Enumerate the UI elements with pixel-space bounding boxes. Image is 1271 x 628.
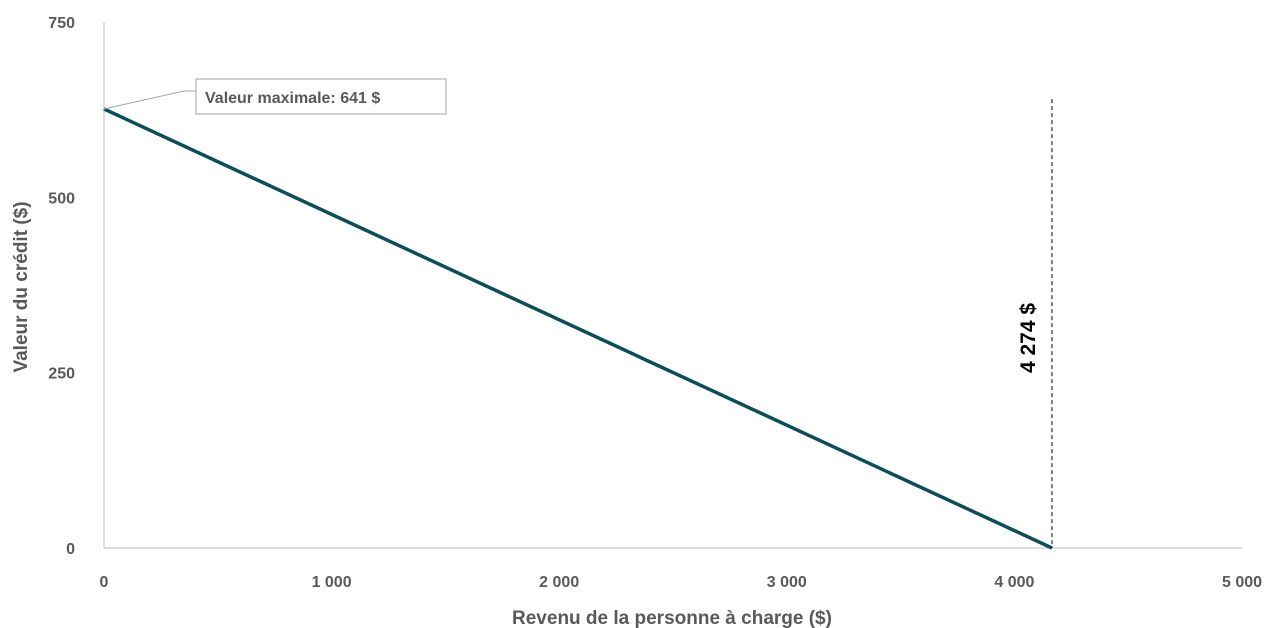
x-tick-label: 0 — [100, 574, 109, 591]
y-tick-label: 0 — [66, 541, 75, 558]
annotation-box — [195, 78, 447, 115]
y-tick-label: 250 — [48, 366, 75, 383]
annotation-callout: Valeur maximale: 641 $ — [103, 78, 447, 115]
y-tick-label: 750 — [48, 15, 75, 32]
y-tick-labels: 0 250 500 750 — [48, 15, 75, 558]
x-tick-label: 4 000 — [994, 574, 1034, 591]
y-tick-label: 500 — [48, 190, 75, 207]
x-tick-label: 5 000 — [1222, 574, 1262, 591]
annotation-leader-line — [103, 90, 196, 110]
reference-line-group: 4 274 $ — [1017, 99, 1053, 548]
x-tick-label: 2 000 — [539, 574, 579, 591]
y-axis-title: Valeur du crédit ($) — [11, 201, 32, 372]
annotation-text: Valeur maximale: 641 $ — [205, 90, 380, 107]
x-tick-label: 3 000 — [767, 574, 807, 591]
x-tick-label: 1 000 — [312, 574, 352, 591]
series-group — [103, 107, 1053, 550]
reference-line-label: 4 274 $ — [1017, 303, 1040, 373]
x-tick-labels: 0 1 000 2 000 3 000 4 000 5 000 — [100, 574, 1263, 591]
series-line — [103, 107, 1053, 550]
x-axis-title: Revenu de la personne à charge ($) — [512, 608, 832, 628]
